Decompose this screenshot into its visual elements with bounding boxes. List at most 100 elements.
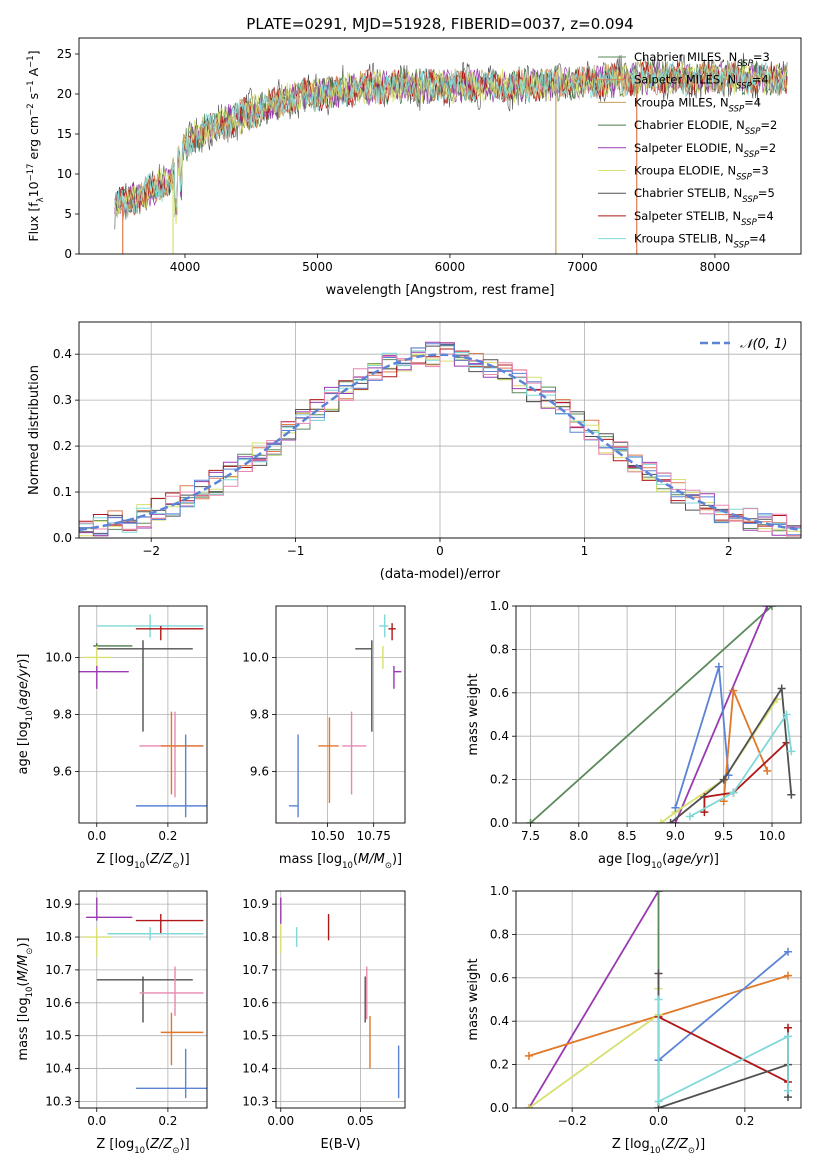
label-segment: SSP — [736, 173, 752, 183]
x-tick-label: 9.5 — [714, 829, 733, 843]
plot-frame — [78, 890, 208, 1109]
y-tick-label: 10.7 — [242, 963, 269, 977]
plot-mass_vs_Z: 0.0 0.2 10.3 10.4 10.5 10.6 10.7 10.8 10.9 Z [log… — [16, 890, 208, 1156]
y-tick-label: 10.7 — [45, 963, 72, 977]
legend-label: Salpeter STELIB, NSSP=4 — [634, 209, 774, 228]
x-tick-label: 7000 — [567, 260, 598, 274]
series-line-kroupa-stelib — [689, 712, 793, 818]
plot-residuals: −2 −1 0 1 2 0.0 0.1 0.2 0.3 0.4 (data-model)/error… — [27, 321, 802, 582]
label-segment: SSP — [744, 150, 760, 160]
x-tick-label: 0.05 — [347, 1114, 374, 1128]
plot-marks — [114, 52, 788, 254]
label-segment: 10 — [651, 861, 662, 871]
x-axis-label: age [log10(age/yr)] — [598, 852, 719, 871]
label-segment: Chabrier ELODIE, N — [634, 118, 745, 132]
y-tick-label: 0 — [64, 247, 72, 261]
label-segment: SSP — [736, 82, 752, 92]
label-segment: A — [26, 67, 41, 80]
y-tick-label: 0.0 — [490, 1101, 509, 1115]
plot-frame — [515, 605, 802, 824]
x-tick-label: −1 — [287, 544, 305, 558]
label-segment: −2 — [26, 103, 36, 116]
label-segment: Kroupa ELODIE, N — [634, 164, 736, 178]
x-tick-label: 0.2 — [158, 1114, 177, 1128]
legend-label: Kroupa ELODIE, NSSP=3 — [634, 164, 769, 183]
y-tick-label: 9.6 — [53, 765, 72, 779]
x-axis-label: Z [log10(Z/Z⊙)] — [96, 1137, 189, 1156]
label-segment: 10 — [134, 861, 145, 871]
x-tick-label: 10.75 — [356, 829, 390, 843]
x-tick-label: −0.2 — [558, 1114, 587, 1128]
y-tick-label: 10.5 — [45, 1029, 72, 1043]
y-tick-label: 10.9 — [45, 897, 72, 911]
label-segment: Z [log — [96, 852, 134, 867]
x-tick-label: 10.0 — [759, 829, 786, 843]
x-axis-label: (data-model)/error — [380, 567, 501, 582]
plot-marks — [79, 341, 801, 537]
label-segment: =3 — [752, 164, 769, 178]
series-marker — [763, 766, 772, 775]
label-segment: ⊙ — [385, 861, 392, 871]
label-segment: =2 — [760, 118, 777, 132]
x-axis-label: mass [log10(M/M⊙)] — [279, 852, 402, 871]
label-segment: SSP — [734, 241, 750, 251]
y-tick-label: 0.0 — [53, 531, 72, 545]
label-segment: 10 — [650, 1146, 661, 1156]
y-tick-label: 10.4 — [45, 1062, 72, 1076]
series-marker — [666, 819, 675, 823]
y-tick-label: 9.6 — [250, 765, 269, 779]
label-segment: −1 — [26, 55, 36, 68]
label-segment: =4 — [744, 95, 761, 109]
series-marker — [763, 606, 772, 610]
label-segment: ( — [16, 705, 31, 710]
label-segment: 10 — [26, 181, 41, 197]
label-segment: SSP — [741, 218, 757, 228]
x-tick-label: 0 — [436, 544, 444, 558]
y-tick-label: 10.3 — [45, 1094, 72, 1108]
plot-age_vs_Z: 0.0 0.29.69.810.0Z [log10(Z/Z⊙)]age [log1… — [16, 605, 208, 871]
label-segment: Salpeter STELIB, N — [634, 209, 741, 223]
x-axis-label: E(B-V) — [320, 1137, 360, 1152]
label-segment: ( — [145, 1137, 150, 1152]
y-tick-label: 1.0 — [490, 884, 509, 898]
x-axis-label: wavelength [Angstrom, rest frame] — [326, 283, 555, 298]
label-segment: ⊙ — [172, 1146, 179, 1156]
plot-mass_vs_EBV: 0.00 0.05 10.3 10.4 10.5 10.6 10.7 10.8 10.9 E(B-… — [242, 890, 406, 1152]
label-segment: ( — [661, 1137, 666, 1152]
label-segment: =2 — [759, 141, 776, 155]
series-marker — [526, 819, 535, 823]
x-tick-label: −2 — [142, 544, 160, 558]
y-axis-label: age [log10(age/yr)] — [16, 654, 35, 775]
label-segment: s — [26, 93, 41, 104]
series-marker — [784, 947, 793, 956]
label-segment: SSP — [729, 104, 745, 114]
label-segment: Kroupa STELIB, N — [634, 232, 734, 246]
label-segment: Flux [f — [26, 202, 41, 242]
legend-label: Chabrier STELIB, NSSP=5 — [634, 186, 775, 205]
label-segment: age [log — [598, 852, 651, 867]
y-tick-label: 15 — [57, 127, 72, 141]
label-segment: Chabrier MILES, N — [634, 50, 737, 64]
plot-marks — [79, 614, 207, 818]
label-segment: E(B-V) — [320, 1137, 360, 1152]
series-marker — [654, 1097, 663, 1106]
x-tick-label: 8.5 — [618, 829, 637, 843]
label-segment: ⊙ — [688, 1146, 695, 1156]
label-segment: ( — [16, 981, 31, 986]
series-marker — [784, 971, 793, 980]
series-marker — [787, 747, 796, 756]
series-line-salpeter-elodie — [674, 606, 769, 823]
y-tick-label: 0.6 — [490, 686, 509, 700]
y-axis-label: mass weight — [466, 673, 481, 755]
y-tick-label: 10.3 — [242, 1094, 269, 1108]
y-tick-label: 0.4 — [490, 1014, 509, 1028]
y-tick-label: 10.6 — [242, 996, 269, 1010]
y-axis-label: mass [log10(M/M⊙)] — [16, 937, 35, 1060]
legend-label: Salpeter ELODIE, NSSP=2 — [634, 141, 776, 160]
series-marker — [729, 686, 738, 695]
series-marker — [777, 684, 786, 693]
legend-label: Kroupa MILES, NSSP=4 — [634, 95, 761, 114]
label-segment: 10 — [25, 987, 35, 998]
label-segment: =4 — [749, 232, 766, 246]
